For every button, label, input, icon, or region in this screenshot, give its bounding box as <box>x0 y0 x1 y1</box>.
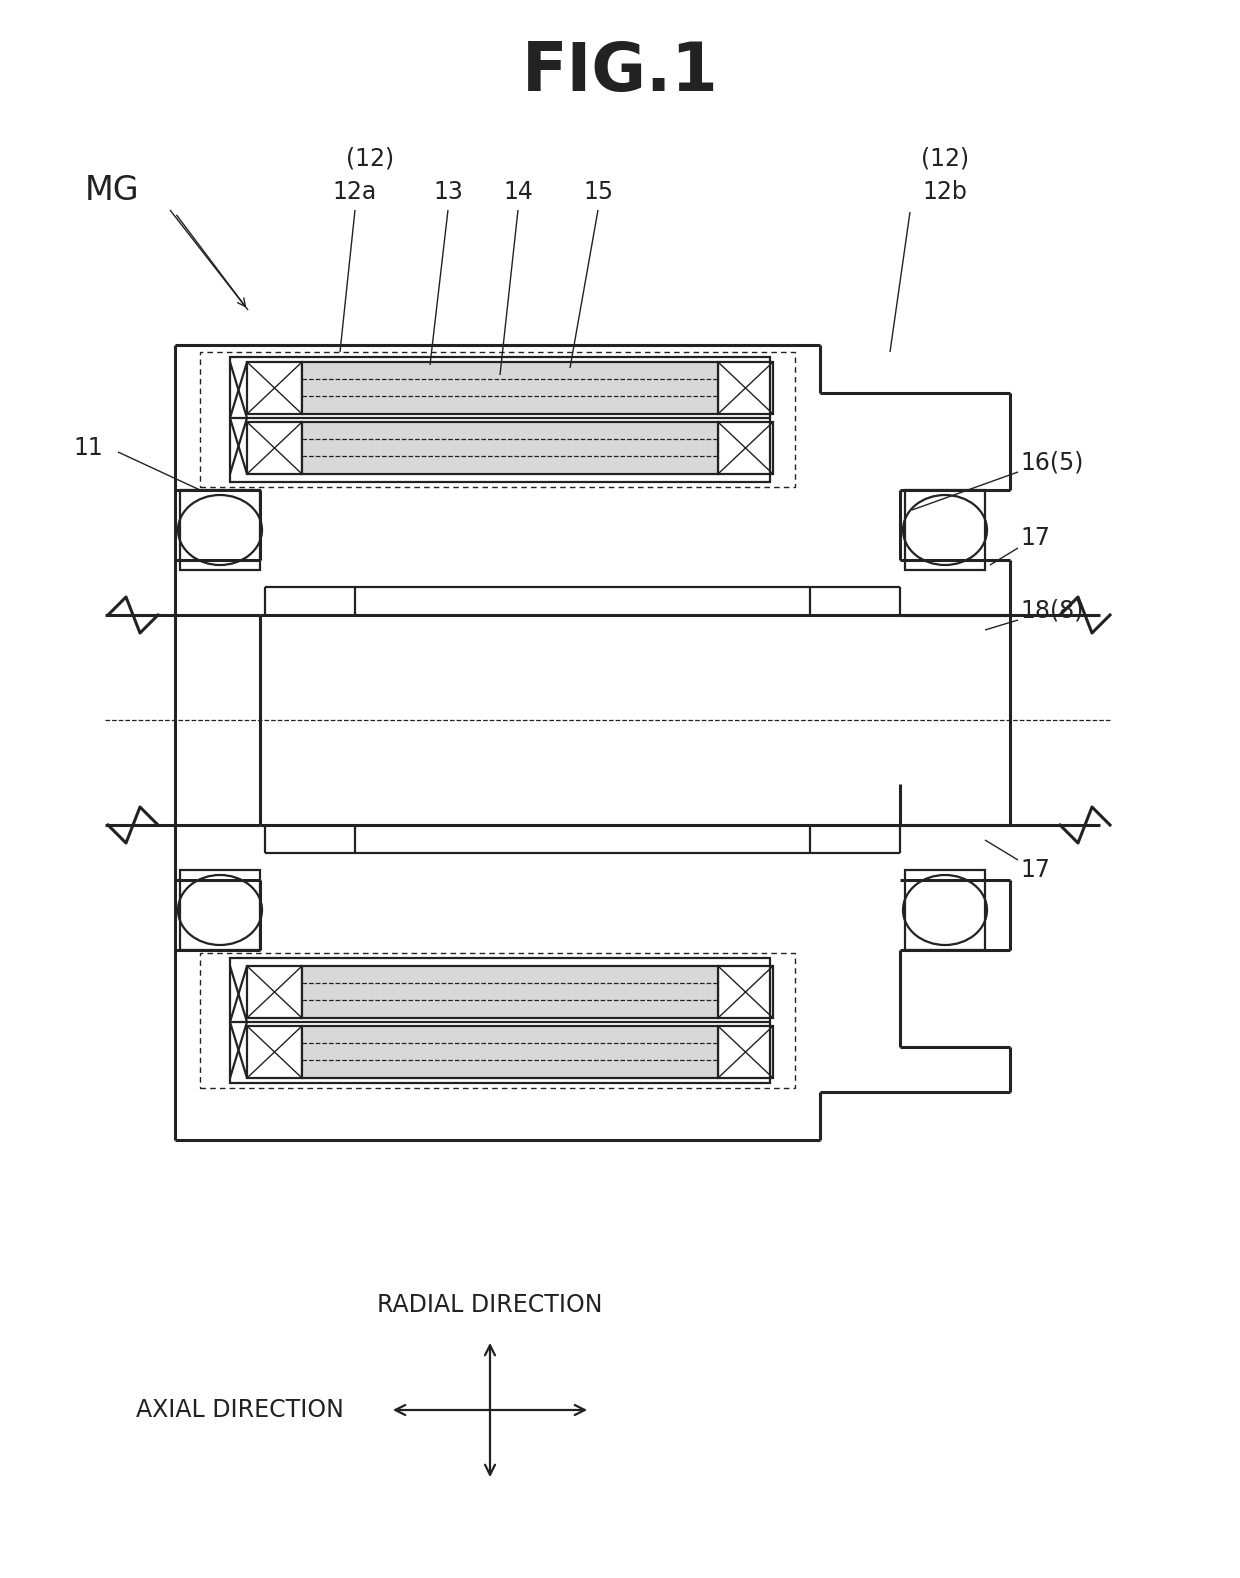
Bar <box>303 421 718 473</box>
Bar <box>229 357 770 481</box>
Bar <box>718 421 773 473</box>
Text: 12b: 12b <box>923 180 967 204</box>
Text: 17: 17 <box>1021 525 1050 551</box>
Bar <box>180 491 260 570</box>
Text: 11: 11 <box>73 436 103 461</box>
Bar <box>718 966 773 1018</box>
Bar <box>905 491 985 570</box>
Bar <box>247 421 303 473</box>
Text: 15: 15 <box>583 180 613 204</box>
Bar <box>180 869 260 950</box>
Text: 14: 14 <box>503 180 533 204</box>
Text: 16(5): 16(5) <box>1021 450 1084 473</box>
Bar <box>247 361 303 413</box>
Bar <box>303 966 718 1018</box>
Bar <box>303 361 718 413</box>
Text: MG: MG <box>86 174 140 207</box>
Bar <box>200 953 795 1087</box>
Text: 13: 13 <box>433 180 463 204</box>
Bar <box>303 1026 718 1078</box>
Bar <box>905 869 985 950</box>
Bar <box>247 966 303 1018</box>
Bar <box>718 1026 773 1078</box>
Bar <box>200 352 795 488</box>
Text: 18(8): 18(8) <box>1021 598 1084 622</box>
Text: AXIAL DIRECTION: AXIAL DIRECTION <box>136 1398 343 1422</box>
Text: FIG.1: FIG.1 <box>522 39 718 106</box>
Bar <box>229 958 770 1083</box>
Bar <box>247 1026 303 1078</box>
Text: RADIAL DIRECTION: RADIAL DIRECTION <box>377 1292 603 1318</box>
Bar <box>718 361 773 413</box>
Text: (12): (12) <box>346 147 394 170</box>
Text: 17: 17 <box>1021 858 1050 882</box>
Text: 12a: 12a <box>332 180 377 204</box>
Text: (12): (12) <box>921 147 970 170</box>
